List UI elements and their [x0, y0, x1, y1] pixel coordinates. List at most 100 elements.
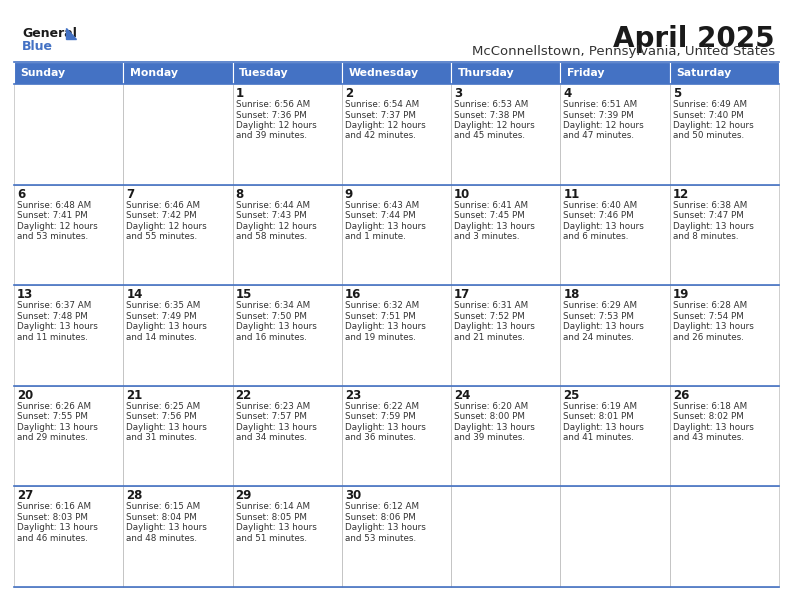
- Text: Sunset: 7:43 PM: Sunset: 7:43 PM: [235, 211, 307, 220]
- Text: General: General: [22, 27, 77, 40]
- Text: Daylight: 13 hours: Daylight: 13 hours: [235, 523, 317, 532]
- Bar: [670, 487, 779, 587]
- Text: Daylight: 12 hours: Daylight: 12 hours: [235, 121, 316, 130]
- Polygon shape: [66, 28, 76, 39]
- Text: Sunset: 7:52 PM: Sunset: 7:52 PM: [454, 312, 525, 321]
- Bar: [342, 185, 451, 285]
- Text: Sunrise: 6:20 AM: Sunrise: 6:20 AM: [454, 402, 528, 411]
- Text: Daylight: 13 hours: Daylight: 13 hours: [672, 222, 754, 231]
- Text: Sunset: 7:38 PM: Sunset: 7:38 PM: [454, 111, 525, 119]
- Text: Sunset: 7:57 PM: Sunset: 7:57 PM: [235, 412, 307, 421]
- Text: 16: 16: [345, 288, 361, 301]
- Bar: [233, 84, 342, 185]
- Text: 21: 21: [126, 389, 143, 402]
- Text: Friday: Friday: [567, 68, 604, 78]
- Text: 11: 11: [563, 188, 580, 201]
- Bar: [561, 185, 670, 285]
- Bar: [342, 62, 451, 84]
- Text: Sunset: 8:01 PM: Sunset: 8:01 PM: [563, 412, 634, 421]
- Text: and 39 minutes.: and 39 minutes.: [454, 433, 525, 442]
- Bar: [451, 285, 561, 386]
- Bar: [14, 487, 124, 587]
- Bar: [670, 386, 779, 487]
- Bar: [451, 386, 561, 487]
- Text: Wednesday: Wednesday: [348, 68, 418, 78]
- Bar: [451, 84, 561, 185]
- Text: Daylight: 13 hours: Daylight: 13 hours: [563, 222, 645, 231]
- Text: Daylight: 12 hours: Daylight: 12 hours: [563, 121, 644, 130]
- Bar: [561, 285, 670, 386]
- Text: 12: 12: [672, 188, 689, 201]
- Text: 9: 9: [345, 188, 353, 201]
- Text: Daylight: 12 hours: Daylight: 12 hours: [17, 222, 97, 231]
- Text: 17: 17: [454, 288, 470, 301]
- Text: Sunrise: 6:28 AM: Sunrise: 6:28 AM: [672, 301, 747, 310]
- Bar: [670, 185, 779, 285]
- Text: Daylight: 13 hours: Daylight: 13 hours: [563, 322, 645, 331]
- Bar: [14, 386, 124, 487]
- Text: Sunset: 7:44 PM: Sunset: 7:44 PM: [345, 211, 416, 220]
- Text: Daylight: 12 hours: Daylight: 12 hours: [345, 121, 425, 130]
- Text: Daylight: 13 hours: Daylight: 13 hours: [126, 423, 208, 432]
- Text: Sunrise: 6:34 AM: Sunrise: 6:34 AM: [235, 301, 310, 310]
- Bar: [561, 62, 670, 84]
- Text: 7: 7: [126, 188, 135, 201]
- Text: Blue: Blue: [22, 40, 53, 53]
- Text: and 53 minutes.: and 53 minutes.: [17, 232, 88, 241]
- Text: Sunset: 8:02 PM: Sunset: 8:02 PM: [672, 412, 744, 421]
- Text: Daylight: 12 hours: Daylight: 12 hours: [454, 121, 535, 130]
- Text: Sunrise: 6:29 AM: Sunrise: 6:29 AM: [563, 301, 638, 310]
- Text: 27: 27: [17, 490, 33, 502]
- Bar: [342, 285, 451, 386]
- Text: Sunset: 7:51 PM: Sunset: 7:51 PM: [345, 312, 416, 321]
- Text: 18: 18: [563, 288, 580, 301]
- Text: and 16 minutes.: and 16 minutes.: [235, 333, 307, 341]
- Text: McConnellstown, Pennsylvania, United States: McConnellstown, Pennsylvania, United Sta…: [472, 45, 775, 58]
- Text: Daylight: 13 hours: Daylight: 13 hours: [235, 322, 317, 331]
- Text: 13: 13: [17, 288, 33, 301]
- Text: Sunrise: 6:48 AM: Sunrise: 6:48 AM: [17, 201, 91, 209]
- Bar: [14, 62, 124, 84]
- Text: Daylight: 13 hours: Daylight: 13 hours: [345, 222, 426, 231]
- Text: Daylight: 13 hours: Daylight: 13 hours: [235, 423, 317, 432]
- Bar: [14, 185, 124, 285]
- Text: and 26 minutes.: and 26 minutes.: [672, 333, 744, 341]
- Text: Daylight: 13 hours: Daylight: 13 hours: [345, 423, 426, 432]
- Text: Sunrise: 6:15 AM: Sunrise: 6:15 AM: [126, 502, 200, 512]
- Text: Sunset: 7:46 PM: Sunset: 7:46 PM: [563, 211, 634, 220]
- Text: 25: 25: [563, 389, 580, 402]
- Text: Sunrise: 6:51 AM: Sunrise: 6:51 AM: [563, 100, 638, 109]
- Text: Daylight: 13 hours: Daylight: 13 hours: [454, 222, 535, 231]
- Text: 23: 23: [345, 389, 361, 402]
- Bar: [14, 84, 124, 185]
- Bar: [124, 62, 233, 84]
- Text: Sunrise: 6:37 AM: Sunrise: 6:37 AM: [17, 301, 91, 310]
- Bar: [233, 285, 342, 386]
- Bar: [342, 487, 451, 587]
- Text: and 34 minutes.: and 34 minutes.: [235, 433, 307, 442]
- Text: Daylight: 13 hours: Daylight: 13 hours: [126, 322, 208, 331]
- Text: Sunset: 7:36 PM: Sunset: 7:36 PM: [235, 111, 307, 119]
- Text: 30: 30: [345, 490, 361, 502]
- Text: and 6 minutes.: and 6 minutes.: [563, 232, 629, 241]
- Text: and 11 minutes.: and 11 minutes.: [17, 333, 88, 341]
- Text: Sunset: 7:42 PM: Sunset: 7:42 PM: [126, 211, 197, 220]
- Text: Daylight: 13 hours: Daylight: 13 hours: [454, 423, 535, 432]
- Text: Sunset: 7:37 PM: Sunset: 7:37 PM: [345, 111, 416, 119]
- Text: and 51 minutes.: and 51 minutes.: [235, 534, 307, 543]
- Bar: [14, 285, 124, 386]
- Text: and 3 minutes.: and 3 minutes.: [454, 232, 520, 241]
- Bar: [670, 84, 779, 185]
- Bar: [670, 62, 779, 84]
- Text: Daylight: 13 hours: Daylight: 13 hours: [345, 523, 426, 532]
- Text: Daylight: 13 hours: Daylight: 13 hours: [672, 423, 754, 432]
- Text: Sunset: 7:59 PM: Sunset: 7:59 PM: [345, 412, 416, 421]
- Text: and 42 minutes.: and 42 minutes.: [345, 132, 416, 141]
- Text: and 46 minutes.: and 46 minutes.: [17, 534, 88, 543]
- Text: Sunrise: 6:49 AM: Sunrise: 6:49 AM: [672, 100, 747, 109]
- Text: Sunset: 7:56 PM: Sunset: 7:56 PM: [126, 412, 197, 421]
- Text: 10: 10: [454, 188, 470, 201]
- Bar: [451, 487, 561, 587]
- Text: Daylight: 13 hours: Daylight: 13 hours: [672, 322, 754, 331]
- Bar: [670, 285, 779, 386]
